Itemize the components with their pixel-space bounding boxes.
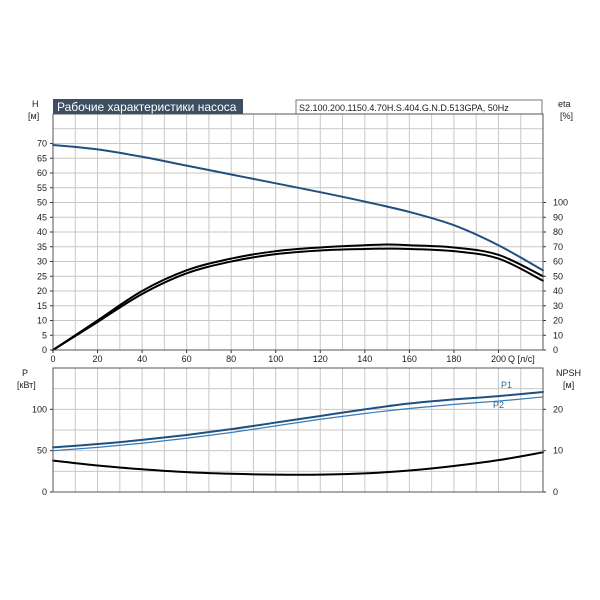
npsh-curve	[52, 451, 544, 476]
power-axis-unit: [кВт]	[17, 380, 36, 390]
y-left-tick-label: 30	[37, 257, 47, 267]
x-tick-label: 140	[357, 354, 372, 364]
x-tick-label: 180	[446, 354, 461, 364]
y-left-tick-label: 35	[37, 242, 47, 252]
power-p1-curve	[52, 390, 544, 449]
y-left-tick-label: 60	[37, 168, 47, 178]
power-axis-label: P	[22, 368, 28, 378]
chart-title-box	[53, 99, 243, 114]
x-tick-label: 100	[268, 354, 283, 364]
y-right-tick-label: 90	[553, 212, 563, 222]
x-tick-label: 120	[313, 354, 328, 364]
power-tick-label: 100	[32, 404, 47, 414]
y-right-tick-label: 80	[553, 227, 563, 237]
y-right-label: eta	[558, 99, 571, 109]
power-tick-label: 50	[37, 446, 47, 456]
x-tick-label: 0	[50, 354, 55, 364]
npsh-tick-label: 10	[553, 446, 563, 456]
npsh-axis-unit: [м]	[563, 380, 574, 390]
model-label: S2.100.200.1150.4.70H.S.404.G.N.D.513GPA…	[299, 103, 509, 113]
x-tick-label: 40	[137, 354, 147, 364]
power-p2-curve	[52, 396, 544, 452]
y-right-unit: [%]	[560, 111, 573, 121]
y-left-tick-label: 70	[37, 139, 47, 149]
p2-label: P2	[493, 400, 504, 410]
y-right-tick-label: 100	[553, 198, 568, 208]
y-left-tick-label: 25	[37, 271, 47, 281]
y-left-tick-label: 50	[37, 198, 47, 208]
series-lines	[52, 143, 544, 476]
chart-title: Рабочие характеристики насоса	[57, 100, 237, 114]
top-grid	[53, 114, 543, 350]
bottom-plot-frame	[52, 367, 544, 493]
y-left-tick-label: 15	[37, 301, 47, 311]
npsh-tick-label: 0	[553, 487, 558, 497]
y-left-tick-label: 20	[37, 286, 47, 296]
y-left-tick-label: 55	[37, 183, 47, 193]
top-plot-frame	[52, 113, 544, 351]
y-right-tick-label: 60	[553, 257, 563, 267]
power-tick-label: 0	[42, 487, 47, 497]
y-left-tick-label: 0	[42, 345, 47, 355]
y-left-tick-label: 40	[37, 227, 47, 237]
y-left-tick-label: 5	[42, 330, 47, 340]
y-right-tick-label: 50	[553, 271, 563, 281]
p1-label: P1	[501, 380, 512, 390]
x-axis-label: Q [л/с]	[508, 354, 535, 364]
y-right-tick-label: 20	[553, 316, 563, 326]
y-right-tick-label: 10	[553, 330, 563, 340]
head-curve	[52, 143, 544, 272]
plot-frames	[52, 113, 544, 493]
x-tick-label: 20	[93, 354, 103, 364]
tick-labels: 0 20 40 60 80 100 120 140 160 180 2000510152025303…	[32, 139, 568, 498]
bottom-grid	[53, 368, 543, 492]
y-right-tick-label: 40	[553, 286, 563, 296]
y-left-tick-label: 65	[37, 153, 47, 163]
efficiency-curve-lower	[52, 247, 544, 351]
x-tick-label: 80	[226, 354, 236, 364]
y-left-tick-label: 10	[37, 316, 47, 326]
x-tick-label: 60	[182, 354, 192, 364]
x-tick-label: 160	[402, 354, 417, 364]
y-right-tick-label: 70	[553, 242, 563, 252]
y-right-tick-label: 30	[553, 301, 563, 311]
efficiency-curve-upper	[52, 243, 544, 351]
npsh-tick-label: 20	[553, 404, 563, 414]
y-right-tick-label: 0	[553, 345, 558, 355]
npsh-axis-label: NPSH	[556, 368, 581, 378]
y-left-tick-label: 45	[37, 212, 47, 222]
y-left-unit: [м]	[28, 111, 39, 121]
x-tick-label: 200	[491, 354, 506, 364]
y-left-label: H	[32, 99, 39, 109]
